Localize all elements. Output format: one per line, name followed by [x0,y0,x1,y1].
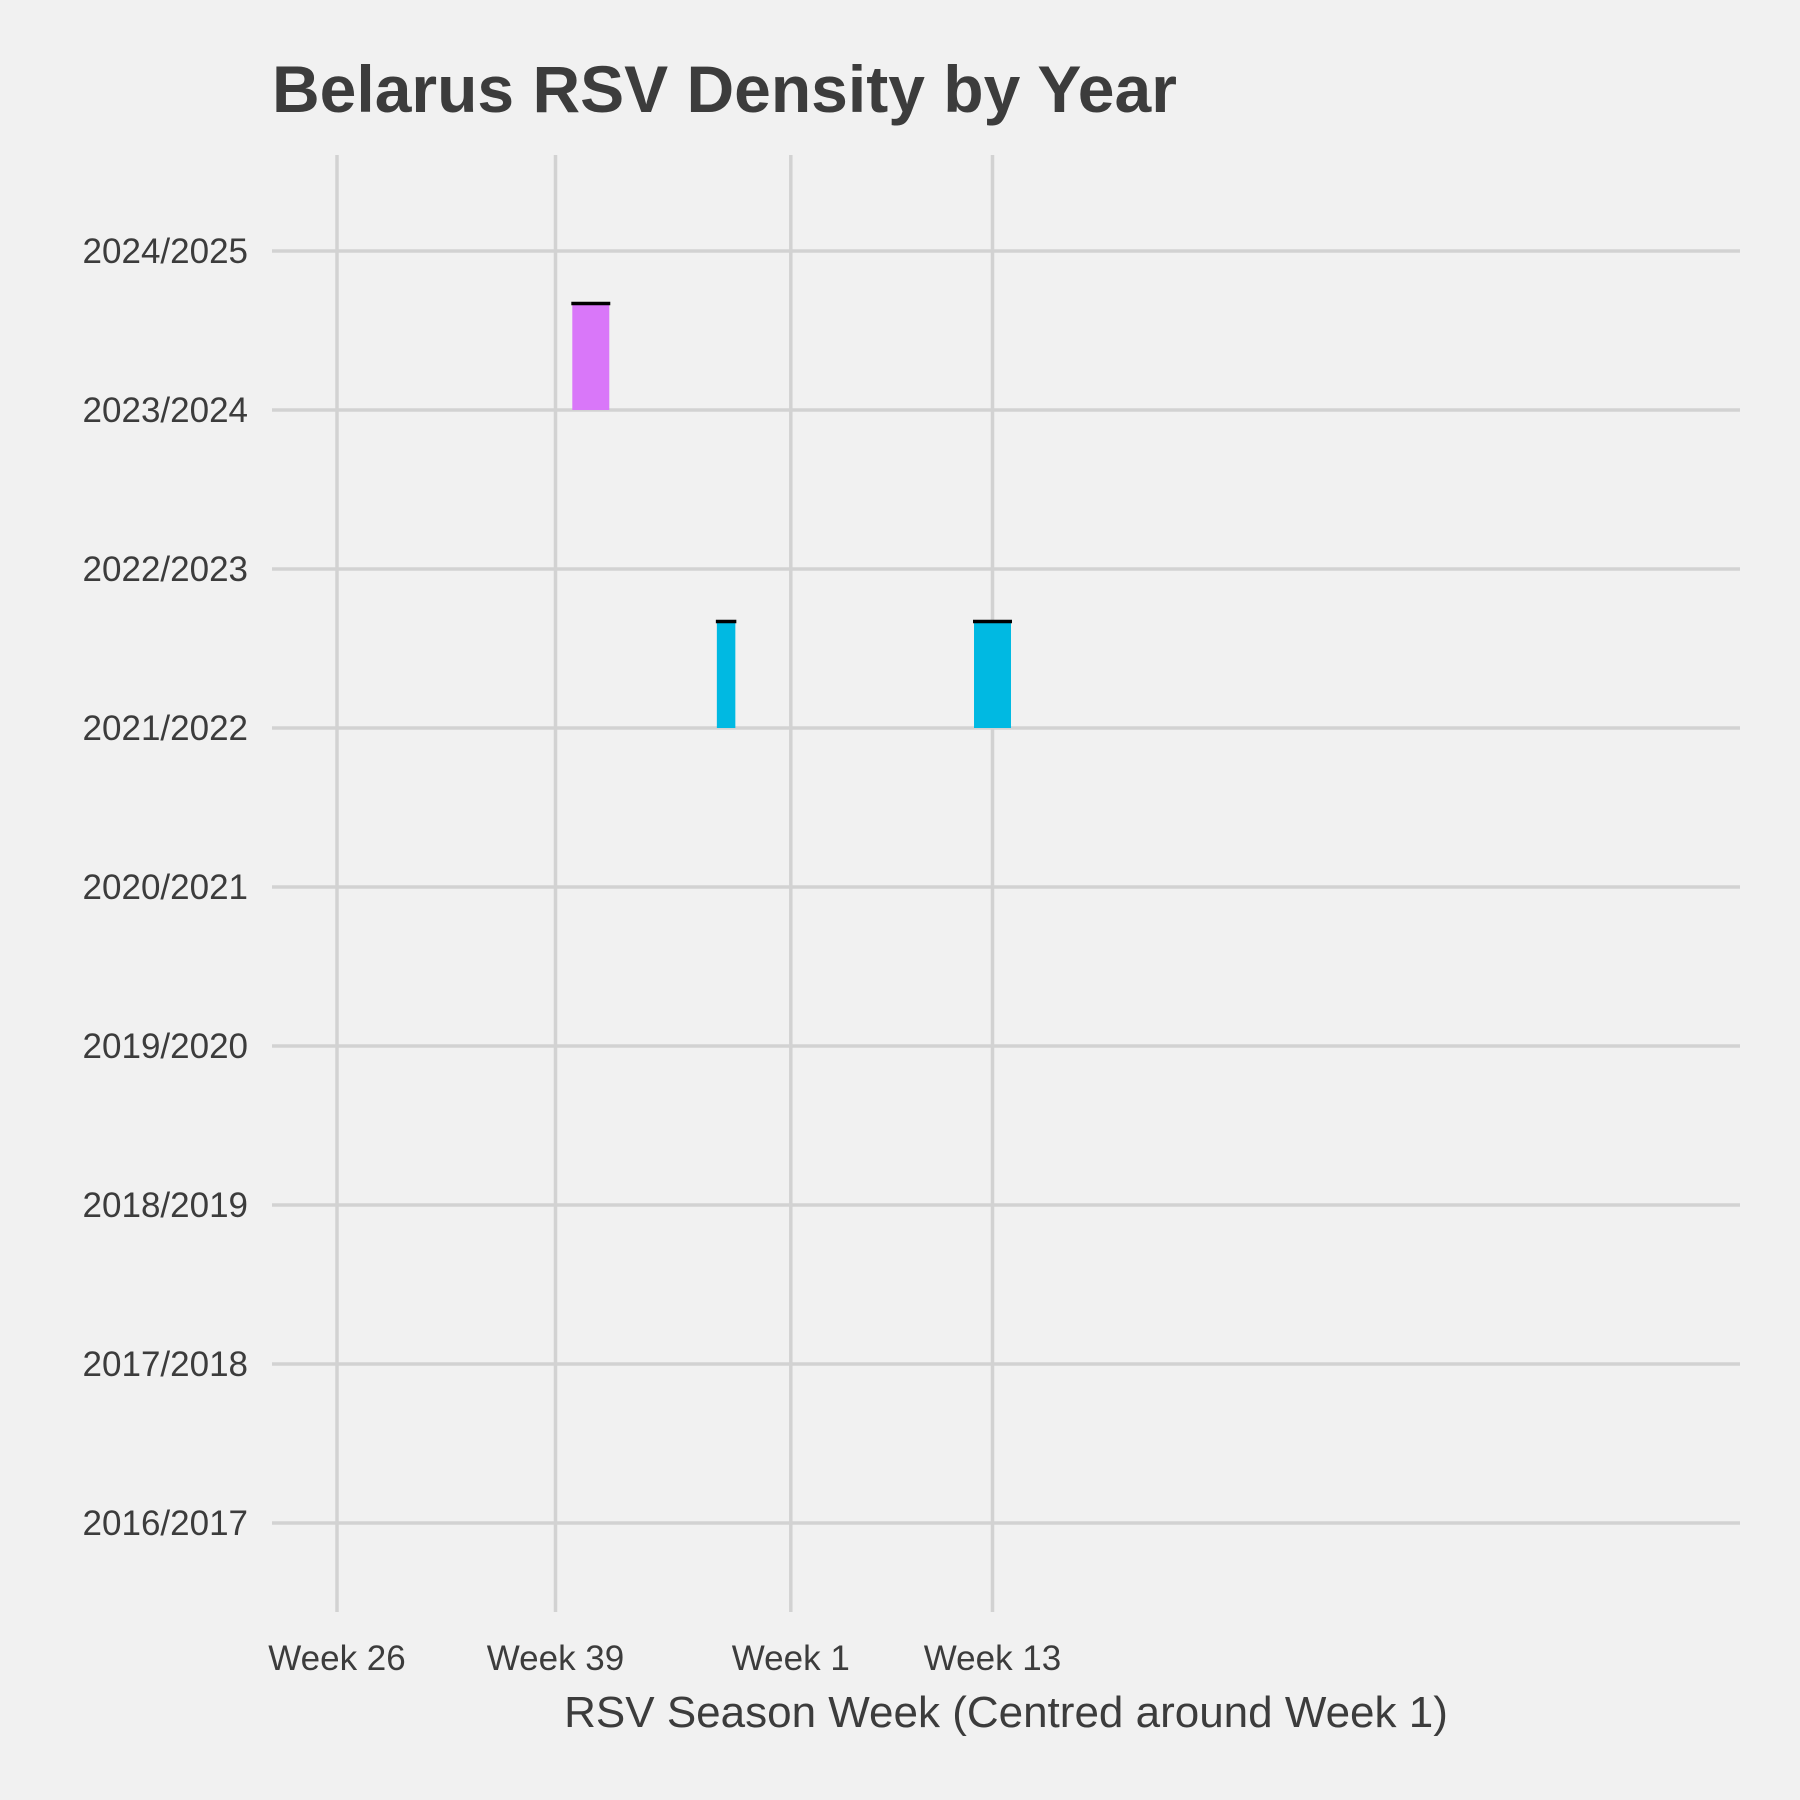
y-tick-label: 2017/2018 [83,1345,248,1384]
bar-layer [571,301,1012,728]
x-tick-label: Week 39 [487,1639,625,1678]
x-tick-label: Week 13 [924,1639,1062,1678]
y-tick-label: 2016/2017 [83,1504,248,1543]
y-tick-label: 2022/2023 [83,550,248,589]
y-tick-label: 2021/2022 [83,709,248,748]
chart-title: Belarus RSV Density by Year [272,52,1177,126]
y-tick-label: 2018/2019 [83,1186,248,1225]
y-tick-label: 2019/2020 [83,1027,248,1066]
x-axis-title: RSV Season Week (Centred around Week 1) [564,1688,1448,1737]
density-bar [572,303,610,410]
density-bar [974,621,1011,728]
y-tick-label: 2020/2021 [83,868,248,907]
density-bar [716,621,736,728]
y-tick-label: 2023/2024 [83,391,248,430]
x-tick-label: Week 26 [268,1639,406,1678]
y-tick-label: 2024/2025 [83,232,248,271]
grid-layer [272,155,1740,1612]
x-tick-label: Week 1 [732,1639,850,1678]
tick-layer: 2016/2017 2017/2018 2018/2019 2019/2020 2020… [83,232,1062,1678]
